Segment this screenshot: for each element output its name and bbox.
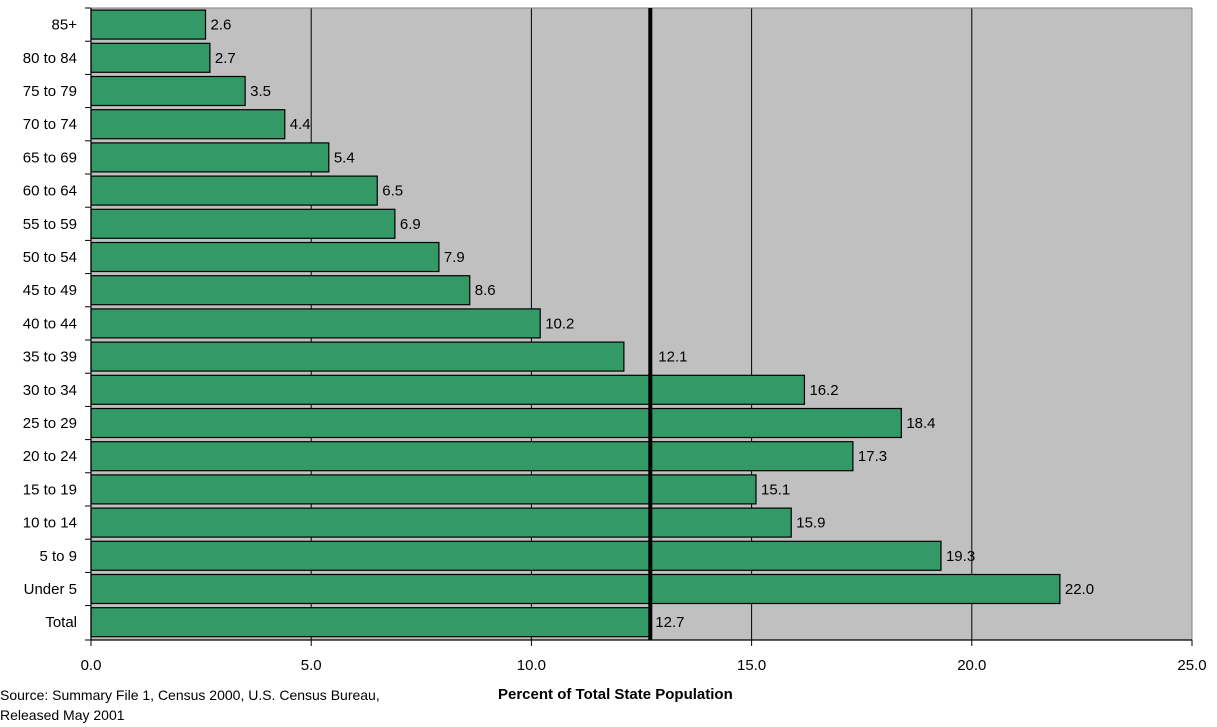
y-tick-label: 65 to 69 (23, 149, 77, 166)
bar-7 (90, 241, 440, 273)
bar-0 (90, 9, 207, 40)
y-tick-label: 75 to 79 (23, 83, 77, 100)
x-tick-label: 15.0 (737, 657, 766, 674)
data-label: 18.4 (906, 415, 935, 432)
x-tick-label: 0.0 (81, 657, 102, 674)
y-tick-label: 10 to 14 (23, 515, 77, 532)
y-tick-label: 25 to 29 (23, 415, 77, 432)
data-label: 10.2 (545, 315, 574, 332)
data-label: 16.2 (809, 382, 838, 399)
x-tick-label: 25.0 (1177, 657, 1206, 674)
data-label: 19.3 (946, 548, 975, 565)
bar-16 (90, 540, 942, 571)
bar-6 (90, 208, 396, 239)
bar-4 (90, 142, 330, 173)
data-label: 8.6 (475, 282, 496, 299)
data-label: 12.7 (655, 614, 684, 631)
x-axis-label: Percent of Total State Population (498, 686, 733, 703)
bar-11 (90, 374, 806, 405)
y-tick-label: 60 to 64 (23, 183, 77, 200)
y-tick-label: 85+ (52, 17, 78, 34)
bar-12 (90, 407, 902, 439)
data-label: 2.6 (211, 17, 232, 34)
bar-1 (90, 42, 211, 73)
data-label: 6.9 (400, 216, 421, 233)
data-label: 3.5 (250, 83, 271, 100)
data-label: 15.1 (761, 481, 790, 498)
y-tick-label: 5 to 9 (39, 548, 77, 565)
x-tick-label: 10.0 (517, 657, 546, 674)
bar-9 (90, 308, 541, 339)
y-tick-label: 45 to 49 (23, 282, 77, 299)
bar-5 (90, 175, 378, 206)
y-tick-label: 55 to 59 (23, 216, 77, 233)
y-tick-label: 70 to 74 (23, 116, 77, 133)
y-tick-label: 40 to 44 (23, 315, 77, 332)
x-tick-label: 20.0 (957, 657, 986, 674)
data-label: 17.3 (858, 448, 887, 465)
y-tick-label: 35 to 39 (23, 349, 77, 366)
y-tick-label: Total (45, 614, 77, 631)
y-tick-label: 80 to 84 (23, 50, 77, 67)
bar-3 (90, 109, 286, 140)
bar-15 (90, 507, 792, 538)
bar-2 (90, 75, 246, 107)
bar-8 (90, 275, 471, 306)
bar-13 (90, 441, 854, 472)
data-label: 12.1 (658, 349, 687, 366)
data-label: 7.9 (444, 249, 465, 266)
x-tick-label: 5.0 (301, 657, 322, 674)
data-label: 22.0 (1065, 581, 1094, 598)
y-tick-label: 50 to 54 (23, 249, 77, 266)
y-tick-label: 20 to 24 (23, 448, 77, 465)
data-label: 5.4 (334, 149, 355, 166)
data-label: 4.4 (290, 116, 311, 133)
y-tick-label: 30 to 34 (23, 382, 77, 399)
data-label: 15.9 (796, 515, 825, 532)
bar-14 (90, 474, 757, 505)
bar-10 (90, 341, 625, 372)
y-tick-label: Under 5 (24, 581, 77, 598)
y-tick-label: 15 to 19 (23, 481, 77, 498)
data-label: 6.5 (382, 183, 403, 200)
data-label: 2.7 (215, 50, 236, 67)
bar-18 (90, 607, 651, 638)
bar-17 (90, 573, 1061, 605)
source-note: Source: Summary File 1, Census 2000, U.S… (0, 687, 380, 723)
